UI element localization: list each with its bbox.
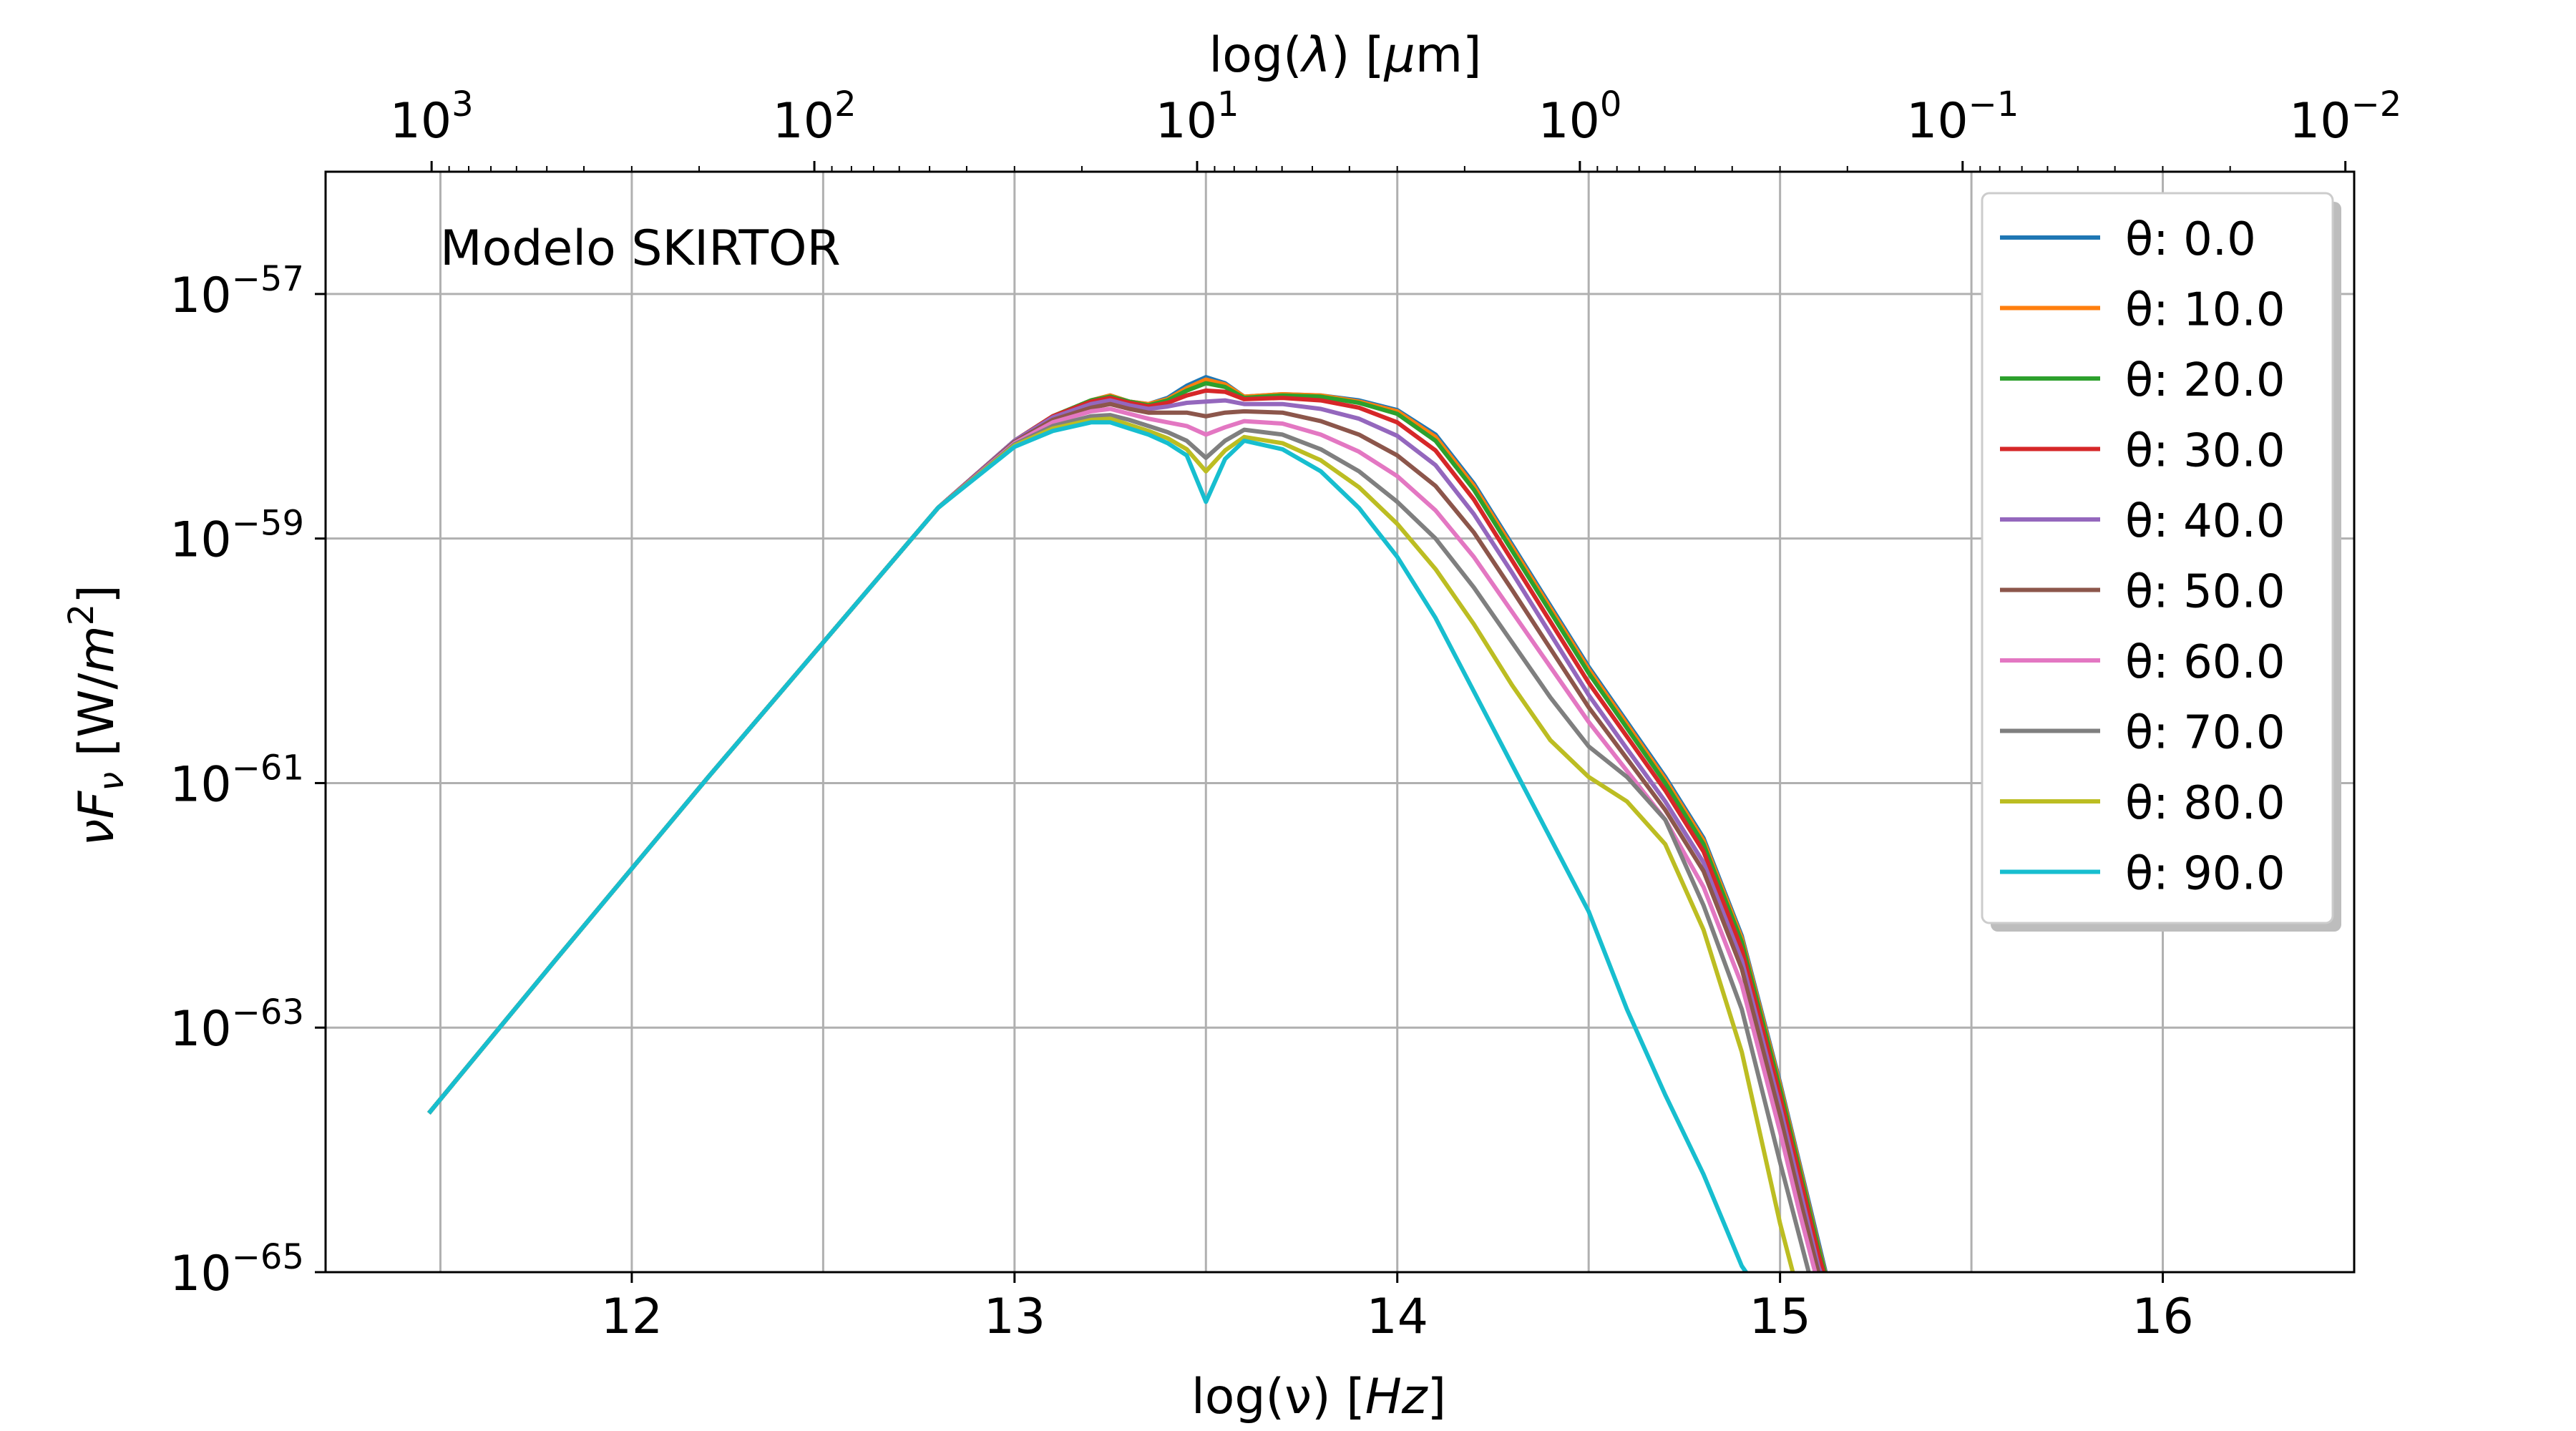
legend-entry-label: θ: 90.0 [2125,848,2285,901]
model-annotation: Modelo SKIRTOR [440,220,841,277]
top-tick-label: 10−1 [1906,84,2019,150]
legend-entry-label: θ: 60.0 [2125,636,2285,689]
legend-entry-label: θ: 30.0 [2125,425,2285,478]
y-tick-label: 10−57 [170,259,304,324]
y-tick-label: 10−63 [170,992,304,1058]
series-lines [427,375,1828,1272]
top-tick-label: 103 [390,84,474,150]
series-line-theta-1 [427,377,1828,1272]
x-tick-label: 13 [984,1289,1046,1345]
legend-box [1981,192,2334,924]
series-line-theta-0 [427,375,1828,1272]
x-axis-label-bottom: log(ν) [Hz] [1191,1369,1446,1425]
x-tick-label: 12 [601,1289,663,1345]
legend-entry-label: θ: 40.0 [2125,495,2285,548]
legend-entry-label: θ: 0.0 [2125,213,2256,266]
series-line-theta-7 [427,413,1811,1272]
y-tick-label: 10−65 [170,1237,304,1302]
plot-frame [324,170,2356,1274]
x-tick-label: 15 [1749,1289,1811,1345]
top-tick-label: 10−2 [2289,84,2401,150]
series-line-theta-9 [427,420,1749,1272]
top-tick-label: 102 [773,84,857,150]
x-tick-label: 16 [2132,1289,2194,1345]
series-line-theta-2 [427,381,1828,1272]
series-line-theta-8 [427,416,1795,1272]
top-tick-label: 100 [1538,84,1621,150]
y-axis-label: νFν [W/m2] [62,585,132,846]
legend-entry-label: θ: 80.0 [2125,777,2285,830]
legend-entry-label: θ: 50.0 [2125,566,2285,619]
legend-entry-label: θ: 20.0 [2125,354,2285,407]
legend: θ: 0.0 θ: 10.0 θ: 20.0 θ: 30.0 θ: 40.0 θ: 50.… [1981,192,2341,932]
top-tick-label: 101 [1155,84,1239,150]
x-tick-label: 14 [1366,1289,1428,1345]
series-line-theta-5 [427,401,1821,1272]
y-tick-label: 10−59 [170,504,304,569]
series-line-theta-6 [427,406,1818,1272]
legend-entry-label: θ: 10.0 [2125,284,2285,337]
legend-entry-label: θ: 70.0 [2125,707,2285,760]
ticks: 12 13 14 15 16 103 102 101 100 10−1 10−2 10−57 10−59… [170,84,2401,1345]
x-axis-label-top: log(λ) [μm] [1209,27,1481,84]
y-tick-label: 10−61 [170,748,304,813]
